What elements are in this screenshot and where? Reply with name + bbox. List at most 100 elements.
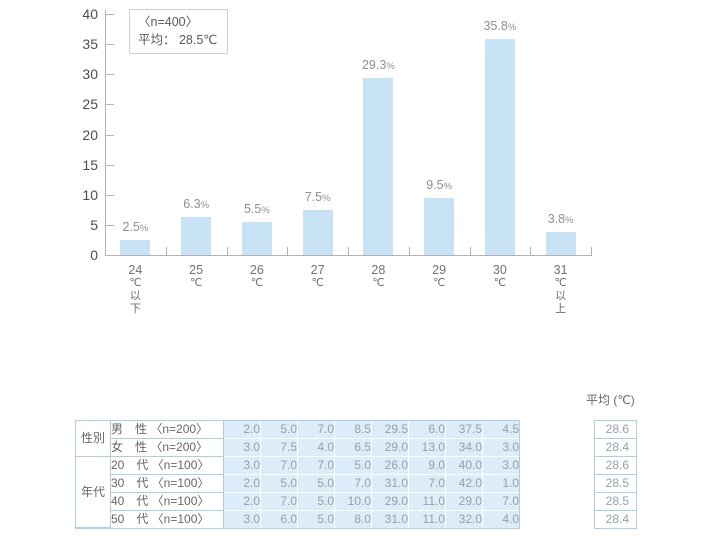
- bar: [545, 232, 576, 255]
- table-cell: 31.0: [372, 475, 409, 493]
- bar-slot: 7.5%: [287, 14, 348, 255]
- bar: [363, 78, 394, 255]
- bar-value-label: 5.5%: [244, 202, 270, 218]
- x-axis-category-label-line: 下: [129, 303, 141, 315]
- row-group-header: 性別: [76, 421, 111, 457]
- bar-value-number: 6.3: [183, 197, 201, 212]
- table-cell: 2.0: [224, 421, 261, 439]
- y-axis-tick-mark: [106, 44, 114, 46]
- bar: [120, 239, 151, 255]
- table-cell: 31.0: [372, 511, 409, 528]
- table-cell: 2.0: [224, 475, 261, 493]
- bar: [181, 217, 212, 255]
- average-note: 平均： 28.5℃: [138, 33, 218, 48]
- bar-value-number: 9.5: [426, 177, 444, 192]
- x-axis-category-label-line: ℃: [432, 277, 446, 289]
- table-cell: 3.0: [224, 439, 261, 457]
- table-cell: 40.0: [446, 457, 483, 475]
- table-cell: 8.5: [335, 421, 372, 439]
- table-cell: 7.5: [261, 439, 298, 457]
- table-cell: 7.0: [261, 493, 298, 511]
- x-axis-category-label-line: 28: [371, 263, 386, 277]
- table-cell: 37.5: [446, 421, 483, 439]
- bar-value-label: 9.5%: [426, 178, 452, 194]
- x-axis-tick-mark: [287, 247, 289, 255]
- plot-area: 2.5% 6.3% 5.5% 7.5% 29.3% 9.5% 35.8% 3.8%: [105, 14, 591, 255]
- x-axis-category-label-line: ℃: [554, 277, 567, 289]
- x-axis-category-label: 27 ℃: [287, 263, 348, 316]
- x-axis-tick-mark: [591, 247, 592, 255]
- table-cell: 7.0: [483, 493, 519, 511]
- row-label: 男 性 〈n=200〉: [111, 421, 224, 439]
- y-axis-tick-label: 5: [90, 216, 98, 233]
- table-cell: 29.0: [372, 439, 409, 457]
- table-cell: 29.5: [372, 421, 409, 439]
- table-cell: 4.0: [298, 439, 335, 457]
- x-axis-category-label: 30 ℃: [470, 263, 531, 316]
- bar-value-number: 5.5: [243, 201, 262, 216]
- table-cell: 9.0: [409, 457, 446, 475]
- bar: [484, 39, 515, 255]
- x-axis-category-label-line: 以: [555, 290, 567, 302]
- x-axis-category-label-line: 31: [553, 263, 568, 277]
- table-cell: 4.0: [483, 511, 519, 528]
- x-axis-category-label-line: 以: [129, 290, 141, 302]
- table-cell: 29.0: [446, 493, 483, 511]
- bar-slot: 6.3%: [166, 14, 227, 255]
- bar-value-percent-sign: %: [261, 204, 270, 216]
- bar-slot: 2.5%: [105, 14, 166, 255]
- x-axis-tick-mark: [530, 247, 532, 255]
- table-row: 30 代 〈n=100〉 2.0 5.0 5.0 7.0 31.0 7.0 42.0 1.0: [76, 475, 519, 493]
- row-group-header: 年代: [76, 457, 111, 528]
- x-axis-category-label-line: ℃: [189, 277, 203, 289]
- table-cell: 34.0: [446, 439, 483, 457]
- y-axis-tick-mark: [106, 14, 114, 15]
- table-cell: 29.0: [372, 493, 409, 511]
- x-axis-category-labels: 24 ℃ 以下 25 ℃ 26 ℃ 27 ℃ 28 ℃ 29 ℃ 30 ℃ 31 ℃ 以上: [105, 263, 591, 316]
- bar-value-label: 29.3%: [362, 58, 395, 74]
- row-label: 30 代 〈n=100〉: [111, 475, 224, 493]
- x-axis-category-label: 26 ℃: [227, 263, 288, 316]
- table-cell: 11.0: [409, 511, 446, 528]
- table-row: 性別男 性 〈n=200〉 2.0 5.0 7.0 8.5 29.5 6.0 37.5 4.5: [76, 421, 519, 457]
- table-cell: 7.0: [261, 457, 298, 475]
- bar-value-label: 35.8%: [483, 19, 516, 35]
- breakdown-table-wrapper: 性別男 性 〈n=200〉 2.0 5.0 7.0 8.5 29.5 6.0 37.5 4.5 女…: [75, 420, 520, 529]
- bar: [241, 221, 272, 255]
- table-cell: 3.0: [483, 439, 519, 457]
- mean-value-cell: 28.4: [595, 439, 636, 457]
- y-axis-tick-label: 35: [82, 36, 98, 53]
- x-axis-tick-mark: [165, 247, 167, 255]
- bar-slot: 35.8%: [470, 14, 531, 255]
- bar-slot: 3.8%: [530, 14, 591, 255]
- table-cell: 11.0: [409, 493, 446, 511]
- bar-value-percent-sign: %: [443, 180, 453, 192]
- table-row: 40 代 〈n=100〉 2.0 7.0 5.0 10.0 29.0 11.0 29.0 7.0: [76, 493, 519, 511]
- row-label: 40 代 〈n=100〉: [111, 493, 224, 511]
- table-cell: 3.0: [483, 457, 519, 475]
- x-axis-category-label-line: 上: [555, 303, 567, 315]
- breakdown-table-body: 性別男 性 〈n=200〉 2.0 5.0 7.0 8.5 29.5 6.0 37.5 4.5 女…: [76, 421, 519, 528]
- mean-value-cell: 28.5: [595, 475, 636, 493]
- mean-value-cell: 28.5: [595, 493, 636, 511]
- table-cell: 7.0: [409, 475, 446, 493]
- bar-value-label: 2.5%: [122, 220, 148, 236]
- x-axis-category-label: 24 ℃ 以下: [105, 263, 166, 316]
- table-cell: 3.0: [224, 511, 261, 528]
- table-cell: 5.0: [298, 511, 335, 528]
- y-axis-tick-mark: [106, 255, 114, 256]
- table-cell: 5.0: [298, 493, 335, 511]
- bar-value-percent-sign: %: [565, 215, 574, 227]
- mean-value-cell: 28.6: [595, 421, 636, 439]
- table-cell: 8.0: [335, 511, 372, 528]
- table-cell: 7.0: [335, 475, 372, 493]
- sample-size-note: 〈n=400〉: [138, 15, 199, 29]
- bar-value-percent-sign: %: [200, 200, 210, 212]
- mean-value-cell: 28.4: [605, 512, 629, 526]
- bar-value-number: 35.8: [483, 19, 508, 34]
- table-row: 年代 20 代 〈n=100〉 3.0 7.0 7.0 5.0 26.0 9.0 40.0 3.0: [76, 457, 519, 528]
- x-axis-category-label-line: ℃: [129, 277, 142, 289]
- bar-value-number: 2.5: [122, 219, 140, 234]
- table-cell: 26.0: [372, 457, 409, 475]
- table-cell: 7.0: [298, 421, 335, 439]
